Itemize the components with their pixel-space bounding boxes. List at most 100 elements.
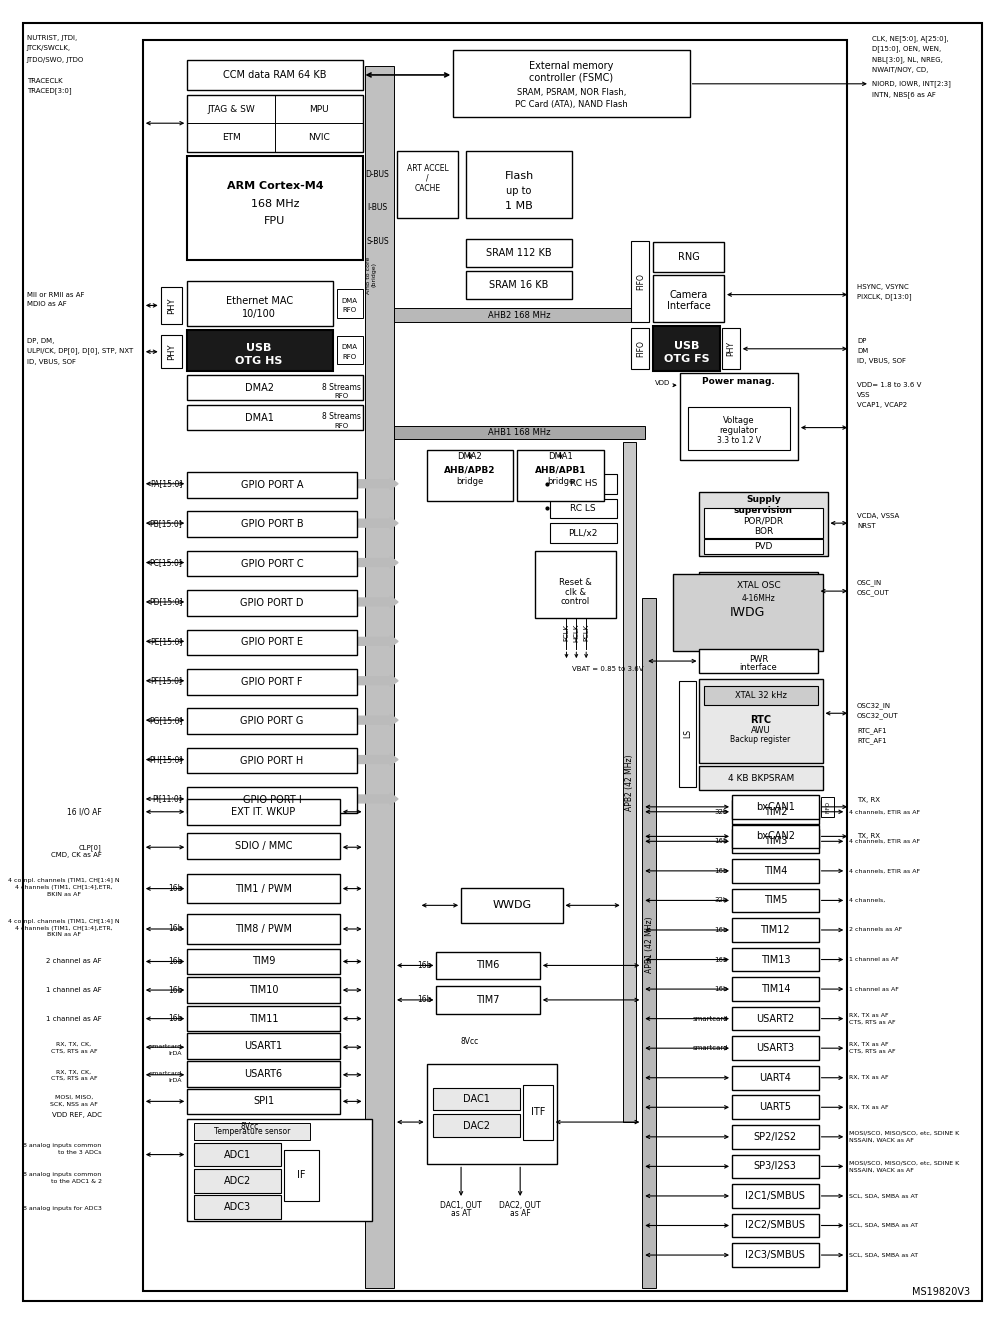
Text: RX, TX, CK,: RX, TX, CK, [57, 1070, 91, 1074]
Text: Power manag.: Power manag. [702, 377, 776, 385]
FancyBboxPatch shape [732, 800, 818, 824]
Text: CACHE: CACHE [414, 183, 441, 193]
Text: POR/PDR: POR/PDR [744, 517, 783, 526]
Text: OSC_OUT: OSC_OUT [857, 590, 890, 597]
Text: CTS, RTS as AF: CTS, RTS as AF [849, 1049, 896, 1054]
Text: /: / [426, 174, 429, 183]
FancyBboxPatch shape [188, 60, 362, 90]
Text: TIM8 / PWM: TIM8 / PWM [235, 924, 292, 934]
FancyBboxPatch shape [427, 451, 513, 501]
FancyBboxPatch shape [732, 859, 818, 882]
FancyBboxPatch shape [397, 150, 458, 218]
Text: PA[15:0]: PA[15:0] [150, 480, 183, 488]
FancyBboxPatch shape [732, 977, 818, 1001]
FancyBboxPatch shape [523, 1084, 553, 1140]
Text: VCDA, VSSA: VCDA, VSSA [857, 513, 900, 520]
FancyBboxPatch shape [427, 1065, 557, 1164]
FancyBboxPatch shape [337, 336, 362, 364]
Text: NBL[3:0], NL, NREG,: NBL[3:0], NL, NREG, [872, 56, 942, 62]
Text: PHY: PHY [167, 298, 176, 314]
FancyArrow shape [356, 675, 398, 687]
FancyBboxPatch shape [732, 918, 818, 942]
FancyBboxPatch shape [732, 1066, 818, 1090]
FancyBboxPatch shape [337, 288, 362, 318]
Text: smartcard: smartcard [692, 1015, 728, 1022]
Text: PD[15:0]: PD[15:0] [149, 598, 183, 606]
Text: 1 MB: 1 MB [505, 201, 533, 211]
Text: 10/100: 10/100 [242, 310, 276, 319]
Text: OTG HS: OTG HS [235, 356, 283, 365]
Text: Backup register: Backup register [731, 735, 790, 744]
Text: FPU: FPU [264, 215, 286, 226]
FancyBboxPatch shape [699, 679, 822, 763]
Text: RTC_AF1: RTC_AF1 [857, 738, 887, 744]
FancyBboxPatch shape [704, 538, 822, 554]
FancyBboxPatch shape [535, 550, 616, 618]
Text: 16b: 16b [168, 986, 183, 994]
Text: ID, VBUS, SOF: ID, VBUS, SOF [27, 359, 75, 364]
Text: MOSI/SCO, MISO/SCO, etc, SDINE K: MOSI/SCO, MISO/SCO, etc, SDINE K [849, 1160, 959, 1166]
Text: OSC_IN: OSC_IN [857, 579, 883, 586]
Text: up to: up to [506, 186, 532, 197]
FancyBboxPatch shape [188, 155, 362, 260]
Text: NIORD, IOWR, INT[2:3]: NIORD, IOWR, INT[2:3] [872, 81, 950, 88]
Text: 16b: 16b [168, 884, 183, 893]
FancyArrow shape [356, 635, 398, 647]
Text: AWU: AWU [751, 726, 771, 735]
Text: 8 analog inputs for ADC3: 8 analog inputs for ADC3 [23, 1207, 101, 1211]
Text: regulator: regulator [720, 427, 759, 435]
FancyBboxPatch shape [550, 524, 617, 542]
FancyBboxPatch shape [188, 1061, 340, 1087]
Text: 4 channels, ETIR as AF: 4 channels, ETIR as AF [849, 839, 921, 844]
Text: IrDA: IrDA [169, 1051, 183, 1055]
Text: IWDG: IWDG [730, 606, 766, 619]
FancyBboxPatch shape [623, 443, 637, 1122]
Text: to the ADC1 & 2: to the ADC1 & 2 [51, 1179, 101, 1184]
Text: RFO: RFO [335, 423, 349, 429]
FancyBboxPatch shape [732, 889, 818, 912]
FancyBboxPatch shape [453, 51, 689, 117]
FancyBboxPatch shape [673, 574, 822, 651]
Text: PIXCLK, D[13:0]: PIXCLK, D[13:0] [857, 294, 912, 300]
Text: 8Vcc: 8Vcc [461, 1037, 479, 1046]
Text: GPIO PORT C: GPIO PORT C [240, 558, 303, 569]
Text: ARM Cortex-M4: ARM Cortex-M4 [226, 181, 323, 191]
Text: 4 compl. channels (TIM1, CH[1:4] N: 4 compl. channels (TIM1, CH[1:4] N [8, 918, 120, 924]
Text: DMA1: DMA1 [548, 452, 573, 461]
Text: DMA: DMA [342, 344, 357, 350]
FancyArrow shape [356, 595, 398, 607]
Text: RFO: RFO [343, 307, 356, 314]
Text: Supply: Supply [746, 494, 780, 504]
FancyBboxPatch shape [632, 242, 649, 322]
Text: ADC1: ADC1 [223, 1150, 251, 1160]
Text: GPIO PORT D: GPIO PORT D [240, 598, 304, 607]
Text: 8Vcc: 8Vcc [240, 1122, 258, 1131]
Text: 16b: 16b [715, 986, 728, 991]
Text: INTN, NBS[6 as AF: INTN, NBS[6 as AF [872, 92, 935, 98]
Text: 16 I/O AF: 16 I/O AF [67, 807, 101, 816]
Text: External memory: External memory [529, 61, 614, 70]
Text: 16b: 16b [168, 925, 183, 933]
Text: APB2 (42 MHz): APB2 (42 MHz) [625, 754, 634, 811]
Text: FIFO: FIFO [636, 274, 644, 290]
Text: Interface: Interface [666, 302, 710, 311]
FancyBboxPatch shape [699, 573, 817, 610]
FancyBboxPatch shape [653, 326, 720, 371]
Text: 4 channels, ETIR as AF: 4 channels, ETIR as AF [849, 809, 921, 815]
FancyBboxPatch shape [434, 1087, 520, 1110]
Text: XTAL OSC: XTAL OSC [737, 581, 780, 590]
Text: TIM9: TIM9 [252, 957, 275, 966]
Text: 4 KB BKPSRAM: 4 KB BKPSRAM [728, 773, 794, 783]
Text: 1 channel as AF: 1 channel as AF [849, 986, 899, 991]
Text: 8 analog inputs common: 8 analog inputs common [23, 1143, 101, 1148]
Text: GPIO PORT B: GPIO PORT B [240, 520, 303, 529]
FancyBboxPatch shape [550, 498, 617, 518]
Text: PB[15:0]: PB[15:0] [150, 518, 183, 528]
Text: EXT IT. WKUP: EXT IT. WKUP [231, 807, 296, 817]
Text: Flash: Flash [504, 171, 534, 181]
Text: TIM10: TIM10 [249, 985, 278, 995]
FancyBboxPatch shape [284, 1150, 319, 1201]
Text: NSSAIN, WACK as AF: NSSAIN, WACK as AF [849, 1167, 914, 1172]
Text: DMA1: DMA1 [244, 413, 273, 423]
Text: TIM7: TIM7 [477, 995, 499, 1005]
